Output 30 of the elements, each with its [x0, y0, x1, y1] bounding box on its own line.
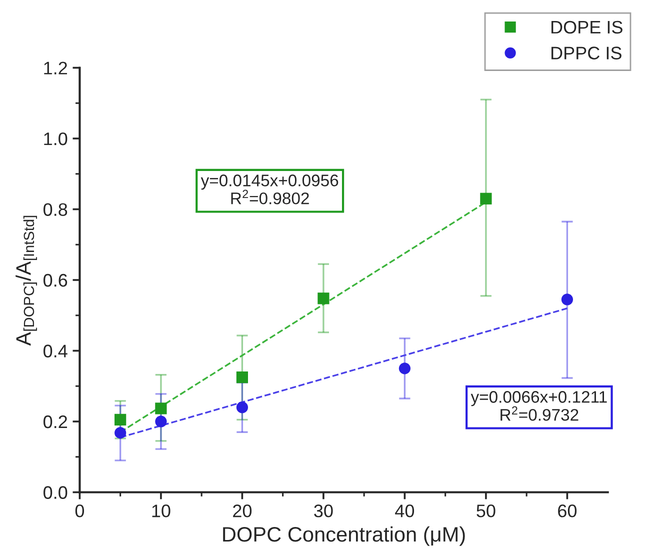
point	[398, 362, 411, 374]
point	[236, 402, 248, 414]
x-tick-label: 40	[395, 504, 414, 518]
point	[155, 416, 167, 428]
x-tick-label: 30	[314, 504, 333, 518]
point	[236, 371, 248, 384]
y-tick-label: 1.0	[44, 132, 68, 146]
x-axis-title: DOPC Concentration (μM)	[223, 526, 465, 546]
y-tick-label: 0.4	[44, 344, 68, 358]
x-tick-label: 50	[476, 504, 496, 518]
x-tick-label: 20	[233, 504, 252, 518]
y-tick-label: 0.2	[44, 415, 67, 428]
point	[561, 294, 574, 306]
annotation: y=0.0066x+0.1211 R$^{2}$=0.9732	[470, 391, 607, 421]
x-tick-label: 0	[75, 504, 84, 518]
y-tick-label: 0.0	[44, 486, 68, 499]
y-tick-label: 0.6	[44, 274, 68, 287]
y-axis-title: A$_{[DOPC]}$/A$_{[IntStd]}$	[16, 216, 38, 346]
legend-label: DPPC IS	[551, 46, 622, 60]
point	[114, 427, 126, 439]
x-tick-label: 10	[152, 504, 170, 518]
point	[318, 292, 330, 304]
point	[155, 402, 167, 414]
point	[480, 192, 492, 204]
annotation: y=0.0145x+0.0956 R$^{2}$=0.9802	[200, 174, 338, 204]
y-tick-label: 1.2	[44, 62, 67, 74]
x-tick-label: 60	[558, 504, 577, 518]
legend-label: DOPE IS	[551, 20, 622, 34]
point	[114, 414, 126, 426]
y-tick-label: 0.8	[44, 203, 68, 216]
